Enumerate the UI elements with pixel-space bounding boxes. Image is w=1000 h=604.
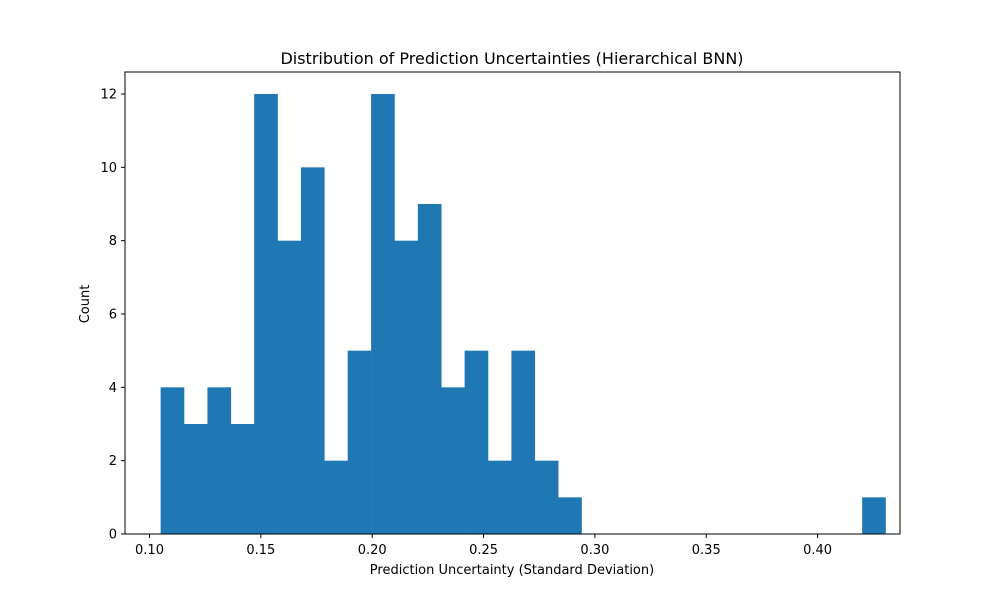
x-tick-label: 0.35 [692, 543, 721, 558]
histogram-bar [534, 460, 559, 534]
x-tick-label: 0.20 [358, 543, 387, 558]
x-tick-label: 0.30 [580, 543, 609, 558]
histogram-bar [207, 387, 232, 534]
x-axis-label: Prediction Uncertainty (Standard Deviati… [370, 563, 654, 578]
histogram-bar [511, 350, 536, 534]
histogram-bar [464, 350, 489, 534]
histogram-bar [441, 387, 465, 534]
y-tick-label: 0 [109, 528, 117, 543]
y-tick-label: 2 [109, 454, 117, 469]
y-tick-label: 4 [109, 381, 117, 396]
histogram-bar [324, 460, 349, 534]
histogram-bar [488, 460, 512, 534]
histogram-bar [371, 94, 395, 534]
x-tick-label: 0.40 [803, 543, 832, 558]
histogram-bar [862, 497, 886, 534]
histogram-bar [254, 94, 278, 534]
y-tick-label: 10 [100, 161, 117, 176]
bars-layer [160, 94, 886, 535]
y-tick-label: 12 [100, 88, 117, 103]
y-axis-label: Count [78, 285, 93, 324]
x-tick-label: 0.25 [469, 543, 498, 558]
y-tick-label: 6 [109, 308, 117, 323]
histogram-bar [160, 387, 185, 534]
chart-title: Distribution of Prediction Uncertainties… [280, 49, 743, 68]
histogram-bar [184, 424, 208, 534]
histogram-bar [300, 167, 325, 535]
histogram-bar [558, 497, 582, 534]
histogram-bar [277, 240, 302, 534]
plot-frame [124, 71, 901, 535]
axes-layer: 0.10 0.15 0.20 0.25 0.30 0.35 0.40 0 2 4 6 8 10 12 [100, 71, 901, 558]
histogram-bar [394, 240, 419, 534]
histogram-bar [230, 424, 255, 534]
x-tick-label: 0.15 [246, 543, 275, 558]
histogram-bar [417, 204, 442, 534]
histogram-bar [347, 350, 372, 534]
x-tick-label: 0.10 [135, 543, 164, 558]
y-tick-label: 8 [109, 234, 117, 249]
